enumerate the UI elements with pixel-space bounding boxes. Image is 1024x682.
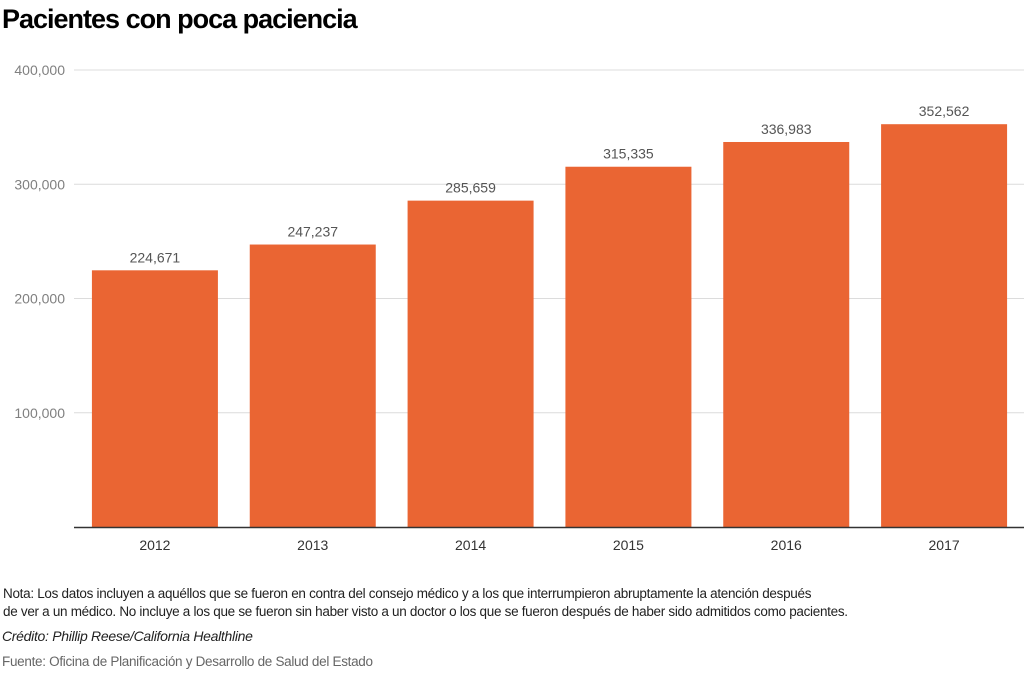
bar-2017 <box>881 124 1008 528</box>
note-line-2: de ver a un médico. No incluye a los que… <box>3 604 848 619</box>
data-label-2017: 352,562 <box>919 103 970 119</box>
bar-2016 <box>723 141 850 527</box>
y-axis-ticks: 100,000 200,000 300,000 400,000 <box>14 62 65 421</box>
data-label-2014: 285,659 <box>445 180 496 196</box>
bar-chart: 100,000 200,000 300,000 400,000 224,671 247,… <box>14 62 1024 553</box>
y-tick-label: 300,000 <box>14 176 65 192</box>
note-line-1: Nota: Los datos incluyen a aquéllos que … <box>3 586 812 601</box>
credit-text: Crédito: Phillip Reese/California Health… <box>2 628 253 644</box>
bar-2015 <box>565 166 692 527</box>
source-text: Fuente: Oficina de Planificación y Desar… <box>2 654 373 669</box>
x-tick-label-2017: 2017 <box>929 537 960 553</box>
data-label-2012: 224,671 <box>130 249 181 265</box>
y-tick-label: 100,000 <box>14 405 65 421</box>
x-axis-ticks: 2012 2013 2014 2015 2016 2017 <box>139 537 960 553</box>
chart-title: Pacientes con poca paciencia <box>2 4 358 34</box>
data-label-2015: 315,335 <box>603 146 654 162</box>
y-tick-label: 400,000 <box>14 62 65 78</box>
data-label-2013: 247,237 <box>287 224 338 240</box>
bar-2014 <box>407 200 534 528</box>
x-tick-label-2012: 2012 <box>139 537 170 553</box>
x-tick-label-2013: 2013 <box>297 537 328 553</box>
x-tick-label-2016: 2016 <box>771 537 802 553</box>
y-tick-label: 200,000 <box>14 291 65 307</box>
data-label-2016: 336,983 <box>761 121 812 137</box>
x-tick-label-2015: 2015 <box>613 537 644 553</box>
gridlines <box>74 69 1024 414</box>
data-labels: 224,671 247,237 285,659 315,335 336,983 352,5… <box>130 103 970 265</box>
x-tick-label-2014: 2014 <box>455 537 486 553</box>
bars <box>91 124 1008 528</box>
bar-2012 <box>91 270 218 527</box>
bar-2013 <box>249 244 376 527</box>
